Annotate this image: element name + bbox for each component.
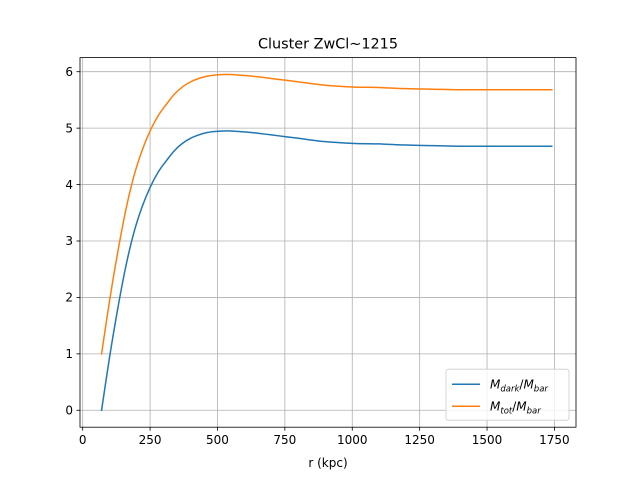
legend-label-1: Mtot/Mbar — [490, 400, 541, 417]
legend-label-0-main: M — [490, 378, 501, 392]
legend-label-0-sub2: bar — [534, 385, 549, 395]
y-tick-label: 0 — [65, 403, 73, 417]
series-line-1 — [100, 73, 553, 355]
x-tick-label: 1750 — [539, 433, 570, 447]
chart-title: Cluster ZwCl~1215 — [258, 37, 398, 53]
legend-box — [445, 368, 570, 421]
x-axis: 0 250 500 750 1000 1250 1500 1750 — [79, 427, 570, 447]
x-tick-label: 750 — [273, 433, 296, 447]
y-tick-label: 2 — [65, 291, 73, 305]
series-line-0 — [100, 130, 553, 412]
y-tick-label: 4 — [65, 178, 73, 192]
legend-label-1-sep: / — [512, 400, 517, 414]
x-tick-label: 500 — [206, 433, 229, 447]
legend-label-0: Mdark/Mbar — [490, 378, 548, 395]
legend-label-1-main2: M — [516, 400, 527, 414]
x-tick-label: 0 — [79, 433, 87, 447]
legend-label-0-main2: M — [523, 378, 534, 392]
x-tick-label: 1000 — [337, 433, 368, 447]
legend-label-0-sep: / — [519, 378, 524, 392]
y-tick-label: 6 — [65, 65, 73, 79]
x-tick-label: 1250 — [404, 433, 435, 447]
plot-frame — [79, 57, 577, 428]
legend-label-1-main: M — [490, 400, 501, 414]
legend-label-1-sub: tot — [500, 407, 513, 417]
x-tick-label: 250 — [139, 433, 162, 447]
legend-label-1-sub2: bar — [527, 407, 542, 417]
series-layer — [100, 73, 553, 412]
x-tick-label: 1500 — [472, 433, 503, 447]
grid — [80, 57, 576, 428]
y-tick-label: 3 — [65, 234, 73, 248]
x-axis-label: r (kpc) — [308, 456, 347, 470]
y-axis: 0 1 2 3 4 5 6 — [65, 65, 80, 417]
legend-label-0-sub: dark — [500, 385, 520, 395]
y-tick-label: 5 — [65, 121, 73, 135]
y-tick-label: 1 — [65, 347, 73, 361]
